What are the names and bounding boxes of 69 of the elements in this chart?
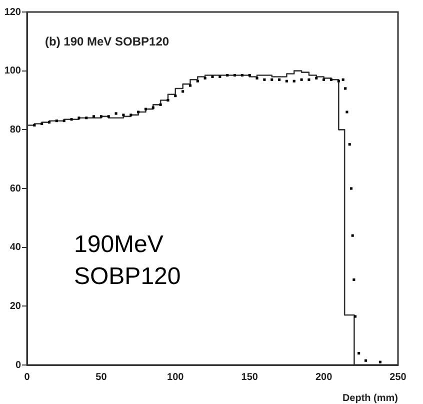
point xyxy=(62,120,66,122)
point xyxy=(144,108,147,110)
point xyxy=(263,78,266,81)
y-tick-label: 80 xyxy=(10,124,22,136)
point xyxy=(364,359,368,362)
x-tick-label: 200 xyxy=(315,372,333,383)
point xyxy=(78,116,80,120)
point xyxy=(130,114,132,116)
text: (b) 190 MeV SOBP120 xyxy=(45,34,170,48)
point xyxy=(337,80,340,82)
annotation: 190MeV SOBP120 xyxy=(74,231,181,290)
point xyxy=(159,103,162,106)
x-tick-label: 250 xyxy=(390,372,407,383)
point xyxy=(166,98,170,102)
point xyxy=(33,124,36,127)
point xyxy=(152,106,154,109)
y-tick-label: 0 xyxy=(15,360,22,371)
x-axis-title: Depth (mm) xyxy=(342,392,398,404)
y-tick-label: 40 xyxy=(10,242,22,254)
point xyxy=(300,78,303,81)
y-tick-label: 100 xyxy=(4,66,22,77)
point xyxy=(107,115,110,118)
point xyxy=(218,75,222,78)
x-tick-label: 50 xyxy=(96,372,108,383)
point xyxy=(352,278,356,281)
point xyxy=(342,78,344,81)
y-tick-label: 60 xyxy=(10,183,22,194)
point xyxy=(350,187,353,190)
point xyxy=(226,74,229,77)
point xyxy=(248,74,251,77)
point xyxy=(100,115,102,118)
point xyxy=(196,80,199,82)
y-tick-label: 120 xyxy=(4,6,22,18)
point xyxy=(292,80,296,82)
point xyxy=(344,87,347,90)
point xyxy=(315,76,318,80)
point xyxy=(55,120,58,122)
point xyxy=(240,74,244,77)
point xyxy=(330,78,332,81)
point xyxy=(256,76,258,80)
point xyxy=(114,112,118,115)
point xyxy=(322,78,326,81)
x-tick-label: 0 xyxy=(24,372,30,383)
point xyxy=(92,115,96,118)
point xyxy=(358,352,360,355)
point xyxy=(278,78,281,81)
point xyxy=(351,234,354,237)
x-tick-label: 150 xyxy=(241,372,258,383)
point xyxy=(285,80,288,82)
point xyxy=(40,122,44,126)
point xyxy=(48,121,51,124)
point xyxy=(354,315,357,318)
point xyxy=(174,94,177,98)
point xyxy=(348,143,351,146)
point xyxy=(270,78,274,81)
point xyxy=(182,90,184,93)
y-tick-label: 20 xyxy=(10,300,22,312)
x-tick-label: 100 xyxy=(167,372,184,383)
point xyxy=(378,360,382,364)
point xyxy=(70,118,73,121)
point xyxy=(233,74,236,77)
point xyxy=(308,78,310,81)
point xyxy=(188,84,192,87)
point xyxy=(346,110,348,114)
point xyxy=(211,75,214,78)
point xyxy=(204,76,206,80)
point xyxy=(137,110,140,114)
point xyxy=(85,116,88,120)
point xyxy=(122,114,125,116)
